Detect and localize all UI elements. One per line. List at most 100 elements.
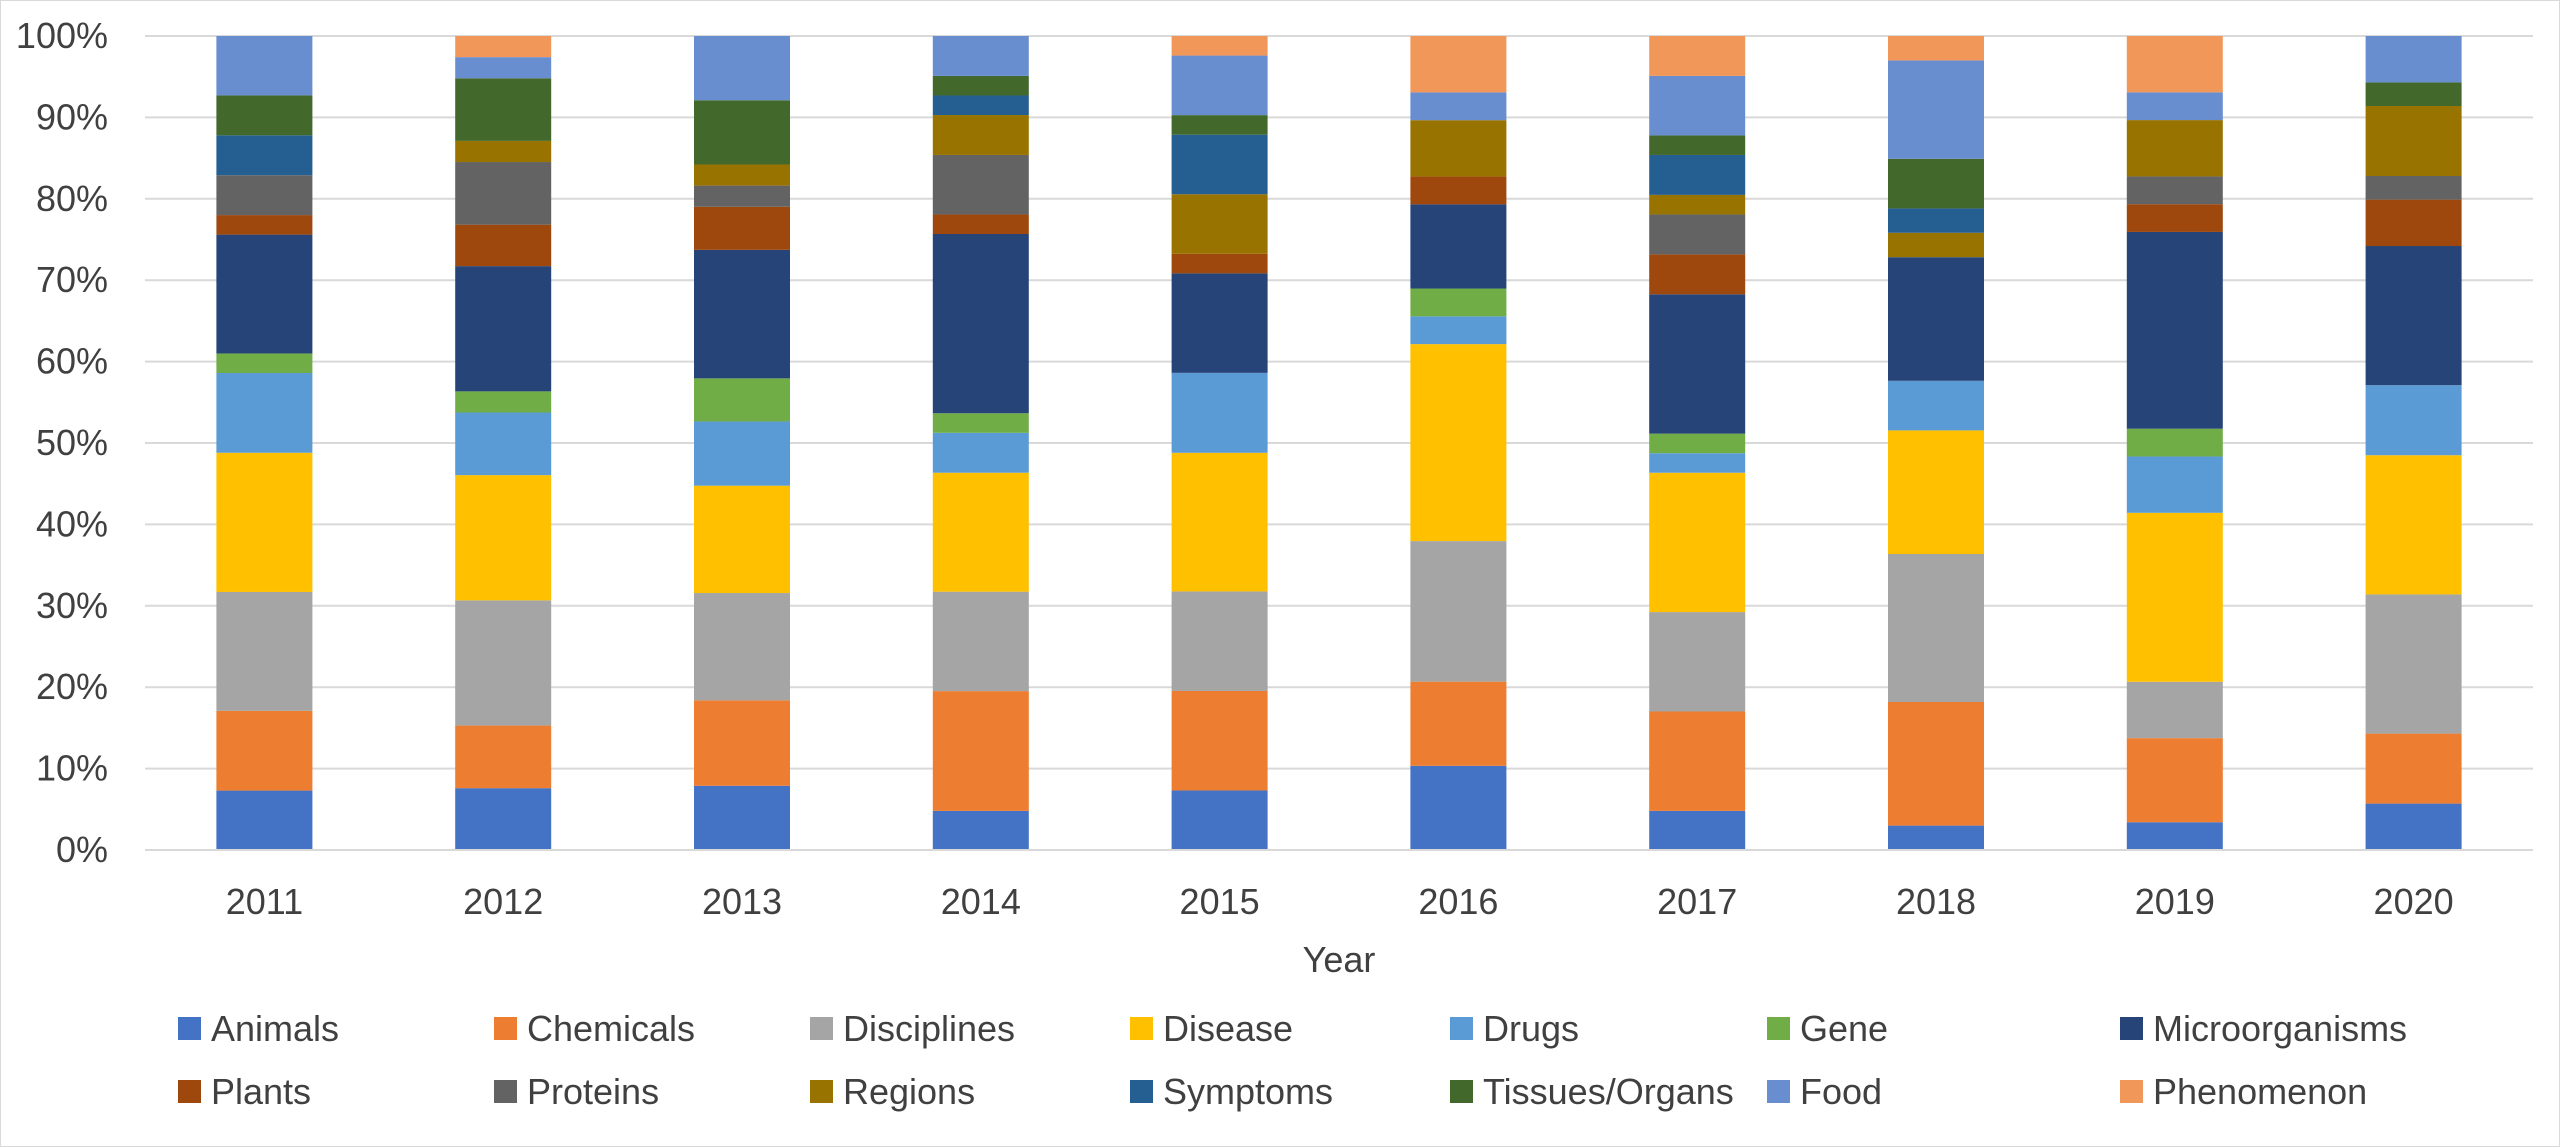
- legend-label-food: Food: [1800, 1071, 1882, 1112]
- bar-segment-gene: [2126, 428, 2223, 457]
- legend-label-proteins: Proteins: [527, 1071, 659, 1112]
- bar-segment-tissues-organs: [2365, 82, 2462, 107]
- bar-segment-disciplines: [216, 591, 313, 711]
- bar-segment-proteins: [932, 154, 1029, 215]
- y-tick-label: 100%: [16, 15, 108, 56]
- bar-segment-disease: [1649, 472, 1746, 613]
- bar-segment-symptoms: [1649, 154, 1746, 195]
- bar-segment-tissues-organs: [455, 78, 552, 141]
- bar-segment-gene: [1649, 433, 1746, 454]
- bar-stack-2014: [932, 36, 1029, 850]
- y-tick-label: 20%: [36, 666, 108, 707]
- bar-stack-2015: [1171, 36, 1268, 850]
- legend-label-gene: Gene: [1800, 1008, 1888, 1049]
- bar-segment-microorganisms: [1171, 273, 1268, 373]
- bar-segment-symptoms: [932, 95, 1029, 116]
- bar-stack-2019: [2126, 36, 2223, 850]
- bar-segment-plants: [455, 224, 552, 267]
- bar-segment-regions: [1410, 120, 1507, 177]
- legend-swatch-food: [1767, 1080, 1790, 1103]
- bar-segment-disciplines: [2365, 594, 2462, 734]
- bar-segment-microorganisms: [932, 234, 1029, 414]
- bar-stack-2017: [1649, 36, 1746, 850]
- bar-stack-2020: [2365, 36, 2462, 850]
- legend-swatch-gene: [1767, 1017, 1790, 1040]
- bar-segment-microorganisms: [1888, 257, 1984, 381]
- bar-segment-disciplines: [932, 591, 1029, 692]
- bar-segment-disciplines: [694, 593, 790, 701]
- y-tick-label: 0%: [56, 829, 108, 870]
- y-tick-label: 60%: [36, 341, 108, 382]
- legend-label-plants: Plants: [211, 1071, 311, 1112]
- y-tick-label: 40%: [36, 503, 108, 544]
- x-tick-label: 2011: [226, 881, 303, 922]
- bar-segment-drugs: [694, 421, 790, 486]
- legend-swatch-phenomenon: [2120, 1080, 2143, 1103]
- bar-segment-food: [1649, 75, 1746, 136]
- legend-swatch-regions: [810, 1080, 833, 1103]
- bar-segment-food: [1171, 55, 1268, 116]
- bar-segment-drugs: [1649, 453, 1746, 473]
- bar-segment-regions: [1171, 194, 1268, 254]
- bar-segment-microorganisms: [455, 266, 552, 392]
- legend-label-drugs: Drugs: [1483, 1008, 1579, 1049]
- bar-segment-tissues-organs: [932, 75, 1029, 96]
- legend-swatch-symptoms: [1130, 1080, 1153, 1103]
- y-tick-label: 70%: [36, 259, 108, 300]
- bar-segment-disease: [216, 452, 313, 592]
- bar-segment-chemicals: [2126, 738, 2223, 823]
- bar-segment-phenomenon: [1410, 36, 1507, 93]
- bar-segment-gene: [1410, 288, 1507, 317]
- bar-segment-proteins: [2365, 176, 2462, 200]
- bar-segment-phenomenon: [1888, 36, 1984, 61]
- bar-segment-drugs: [216, 372, 313, 453]
- bar-segment-gene: [694, 378, 790, 422]
- bar-segment-animals: [1410, 765, 1507, 850]
- bar-segment-microorganisms: [1410, 204, 1507, 289]
- x-axis-title: Year: [1303, 939, 1376, 980]
- legend-swatch-microorganisms: [2120, 1017, 2143, 1040]
- bar-segment-proteins: [1649, 214, 1746, 255]
- bar-segment-chemicals: [932, 691, 1029, 811]
- bar-segment-drugs: [1171, 372, 1268, 453]
- x-tick-label: 2016: [1418, 881, 1498, 922]
- x-tick-label: 2020: [2374, 881, 2454, 922]
- y-tick-label: 50%: [36, 422, 108, 463]
- legend-label-chemicals: Chemicals: [527, 1008, 695, 1049]
- y-tick-label: 90%: [36, 96, 108, 137]
- bar-segment-animals: [2126, 822, 2223, 850]
- bar-segment-disciplines: [1410, 541, 1507, 682]
- bar-segment-food: [2126, 92, 2223, 121]
- bar-segment-symptoms: [1888, 208, 1984, 233]
- legend-swatch-disciplines: [810, 1017, 833, 1040]
- bar-segment-animals: [2365, 803, 2462, 850]
- bar-segment-disease: [1888, 430, 1984, 554]
- legend-label-phenomenon: Phenomenon: [2153, 1071, 2367, 1112]
- axes: 0% 10% 20% 30% 40% 50% 60% 70% 80% 90% 100% 2011 201…: [16, 15, 2533, 922]
- bar-segment-microorganisms: [1649, 294, 1746, 434]
- bar-segment-gene: [216, 353, 313, 373]
- bar-segment-plants: [1410, 176, 1507, 205]
- bar-segment-chemicals: [1888, 702, 1984, 826]
- bar-segment-regions: [1888, 232, 1984, 258]
- bar-segment-food: [694, 36, 790, 101]
- bar-stack-2011: [216, 36, 313, 850]
- bar-segment-plants: [216, 215, 313, 235]
- bar-segment-plants: [932, 214, 1029, 234]
- bar-segment-disciplines: [2126, 681, 2223, 739]
- bar-segment-disease: [694, 485, 790, 594]
- bar-segment-plants: [1171, 253, 1268, 274]
- bar-segment-chemicals: [216, 710, 313, 791]
- x-tick-label: 2015: [1180, 881, 1260, 922]
- bar-segment-gene: [932, 413, 1029, 433]
- bar-segment-phenomenon: [1649, 36, 1746, 76]
- x-tick-label: 2018: [1896, 881, 1976, 922]
- legend-swatch-plants: [178, 1080, 201, 1103]
- legend-swatch-drugs: [1450, 1017, 1473, 1040]
- bar-segment-regions: [932, 115, 1029, 155]
- bar-stack-2016: [1410, 36, 1507, 850]
- bar-segment-disease: [455, 475, 552, 601]
- bar-segment-animals: [1649, 810, 1746, 850]
- bar-segment-animals: [1171, 790, 1268, 850]
- bar-segment-drugs: [2126, 456, 2223, 513]
